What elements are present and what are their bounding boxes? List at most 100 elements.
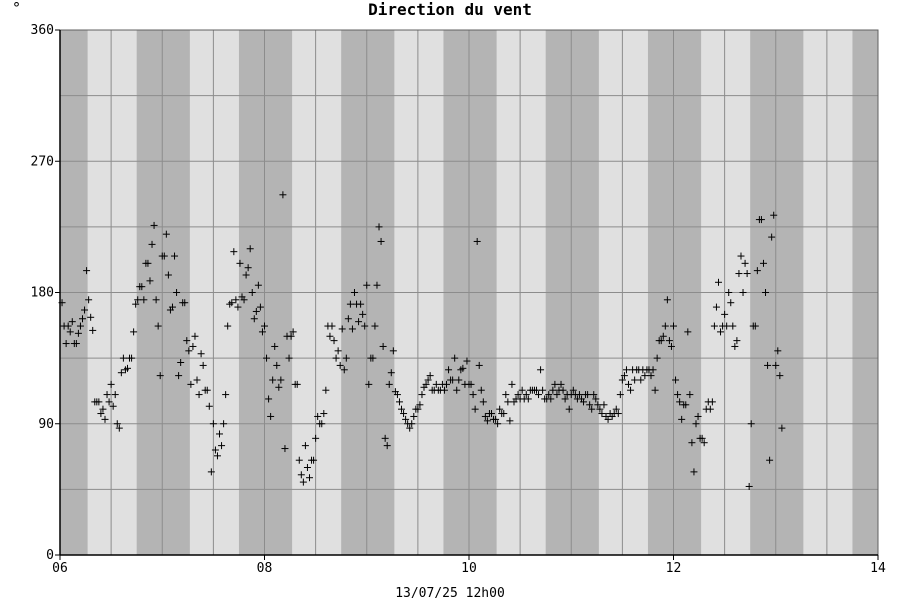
data-point (134, 296, 142, 304)
data-point (320, 410, 328, 418)
data-point (502, 391, 510, 399)
data-point (95, 398, 103, 406)
data-point (676, 398, 684, 406)
data-point (295, 456, 303, 464)
data-point (518, 386, 526, 394)
data-point (590, 391, 598, 399)
data-point (416, 401, 424, 409)
data-point (504, 398, 512, 406)
data-point (532, 386, 540, 394)
data-point (649, 366, 657, 374)
data-point (729, 322, 737, 330)
data-point (483, 417, 491, 425)
data-point (312, 434, 320, 442)
data-point (455, 376, 463, 384)
data-point (440, 386, 448, 394)
data-point (712, 303, 720, 311)
data-point (410, 412, 418, 420)
data-point (236, 259, 244, 267)
data-point (330, 337, 338, 345)
data-point (326, 332, 334, 340)
data-point (426, 372, 434, 380)
data-point (733, 337, 741, 345)
data-point (620, 372, 628, 380)
data-point (477, 386, 485, 394)
data-point (267, 412, 275, 420)
data-point (727, 299, 735, 307)
data-point (731, 342, 739, 350)
data-point (285, 354, 293, 362)
data-point (514, 391, 522, 399)
data-point (625, 380, 633, 388)
data-point (508, 380, 516, 388)
data-point (181, 299, 189, 307)
data-point (140, 296, 148, 304)
data-point (256, 303, 264, 311)
data-point (594, 401, 602, 409)
data-point (745, 482, 753, 490)
data-point (537, 366, 545, 374)
data-point (350, 289, 358, 296)
data-point (363, 281, 371, 289)
x-tick-label: 06 (52, 561, 68, 576)
data-point (144, 259, 152, 267)
data-point (248, 289, 256, 296)
data-point (686, 391, 694, 399)
data-point (132, 300, 140, 308)
data-point (138, 283, 146, 291)
data-point (258, 328, 266, 336)
data-point (355, 318, 363, 326)
data-point (445, 366, 453, 374)
data-point (741, 259, 749, 267)
data-point (123, 364, 131, 372)
data-point (205, 402, 213, 410)
data-point (103, 391, 111, 399)
data-point (303, 464, 311, 471)
data-point (586, 401, 594, 409)
data-point (109, 402, 117, 410)
data-point (152, 296, 160, 304)
data-point (275, 383, 283, 391)
data-point (580, 398, 588, 406)
data-point (254, 281, 262, 289)
data-point (657, 337, 665, 345)
data-point (89, 326, 97, 334)
data-point (220, 420, 228, 428)
data-point (400, 410, 408, 418)
data-point (299, 478, 307, 486)
data-point (156, 372, 164, 380)
data-point (189, 342, 197, 350)
data-point (185, 347, 193, 355)
data-point (659, 332, 667, 340)
data-point (381, 434, 389, 442)
data-point (305, 474, 313, 482)
x-tick-label: 14 (870, 561, 886, 576)
data-point (631, 376, 639, 384)
data-point (398, 405, 406, 413)
data-point (592, 395, 600, 403)
data-point (443, 380, 451, 388)
data-point (301, 442, 309, 450)
data-point (340, 366, 348, 374)
data-point (342, 354, 350, 362)
data-point (453, 386, 461, 394)
data-point (277, 376, 285, 384)
data-point (216, 430, 224, 438)
data-point (322, 386, 330, 394)
data-point (596, 405, 604, 413)
data-point (105, 398, 113, 406)
data-point (318, 420, 326, 428)
data-point (622, 366, 630, 374)
data-point (710, 322, 718, 330)
data-point (627, 386, 635, 394)
data-point (559, 386, 567, 394)
data-point (471, 405, 479, 413)
data-point (273, 361, 281, 369)
data-point (168, 303, 176, 311)
data-point (279, 191, 287, 199)
data-point (281, 445, 289, 453)
data-point (222, 391, 230, 399)
data-point (467, 380, 475, 388)
data-point (522, 391, 530, 399)
data-point (539, 386, 547, 394)
